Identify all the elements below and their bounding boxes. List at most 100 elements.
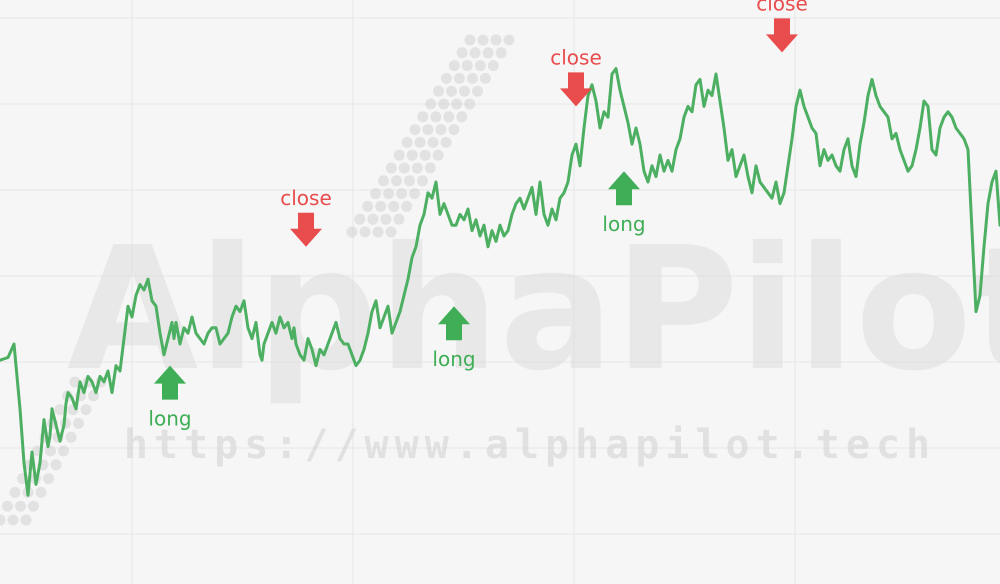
watermark-dot — [388, 200, 400, 212]
watermark-dot — [495, 47, 507, 59]
watermark-dot — [65, 431, 77, 443]
watermark-dot — [73, 417, 84, 429]
watermark-dot — [2, 500, 13, 512]
watermark-dot — [474, 60, 486, 72]
watermark-dot — [9, 486, 21, 498]
watermark-dot — [477, 34, 489, 46]
watermark-dot — [35, 486, 47, 498]
watermark-dot — [15, 500, 26, 512]
watermark-dot — [440, 72, 452, 84]
long-signal: long — [432, 306, 476, 371]
watermark-dot — [404, 175, 415, 187]
watermark-dot — [409, 188, 421, 200]
watermark-dot — [54, 404, 66, 416]
watermark-dot — [393, 213, 405, 225]
signal-markers: long close long close long close — [148, 0, 807, 431]
close-arrow-icon — [766, 18, 798, 53]
watermark-dot — [453, 72, 465, 84]
close-arrow-icon — [560, 72, 592, 107]
watermark-dot — [346, 226, 358, 238]
watermark-dot — [28, 500, 39, 512]
close-signal: close — [280, 186, 332, 247]
long-arrow-icon — [438, 306, 470, 341]
watermark-dot — [69, 376, 81, 388]
close-signal: close — [550, 45, 602, 107]
watermark-dot — [362, 200, 374, 212]
watermark-dot — [7, 514, 19, 526]
long-signal: long — [148, 365, 192, 431]
close-signal: close — [756, 0, 808, 53]
watermark-dot — [435, 124, 447, 136]
long-signal: long — [602, 171, 646, 236]
watermark-dot — [359, 226, 371, 238]
long-label: long — [432, 347, 475, 371]
watermark-dot — [419, 149, 431, 161]
watermark-dot — [433, 85, 444, 97]
watermark-dot — [430, 111, 442, 123]
watermark-dot — [425, 98, 437, 110]
watermark-dot — [385, 226, 397, 238]
watermark-dot — [43, 473, 54, 485]
watermark-brand: AlphaPilot — [67, 211, 1000, 409]
watermark-url: https://www.alphapilot.tech — [124, 422, 936, 468]
watermark-dot — [393, 149, 405, 161]
watermark-dot — [456, 47, 468, 59]
watermark-dot — [367, 213, 379, 225]
watermark-dot — [451, 98, 463, 110]
watermark-dot — [45, 445, 56, 457]
watermark-dot — [354, 213, 366, 225]
close-label: close — [280, 186, 332, 210]
watermark-dot — [375, 200, 387, 212]
watermark-dot — [490, 34, 502, 46]
watermark-dot — [391, 175, 402, 187]
watermark-dot — [411, 162, 423, 174]
watermark-dot — [459, 85, 470, 97]
watermark-dot — [456, 111, 468, 123]
watermark-dot — [378, 175, 389, 187]
long-label: long — [602, 212, 645, 236]
watermark-dot — [409, 124, 421, 136]
close-label: close — [550, 45, 602, 69]
close-arrow-icon — [290, 212, 322, 247]
watermark-dot — [487, 60, 499, 72]
watermark-dot — [385, 162, 397, 174]
watermark-dot — [417, 175, 428, 187]
watermark-dot — [58, 445, 69, 457]
watermark-dot — [432, 149, 444, 161]
watermark-dot — [424, 162, 436, 174]
watermark-dot — [20, 514, 32, 526]
watermark-dot — [417, 111, 429, 123]
watermark-dot — [443, 111, 455, 123]
price-series-line — [0, 67, 1000, 497]
watermark-dot — [80, 404, 92, 416]
watermark-dot — [414, 136, 426, 148]
watermark-dot — [466, 72, 478, 84]
watermark-dot — [448, 60, 460, 72]
long-label: long — [148, 407, 191, 431]
watermark-dot — [422, 124, 434, 136]
long-arrow-icon — [608, 171, 640, 206]
watermark-dot — [398, 162, 410, 174]
watermark-dot — [50, 459, 62, 471]
watermark-dot — [446, 85, 457, 97]
watermark-dot — [469, 47, 481, 59]
watermark-dot — [401, 136, 413, 148]
watermark-dot — [503, 34, 515, 46]
watermark-dot — [427, 136, 439, 148]
watermark-dot — [0, 514, 6, 526]
watermark-dot — [482, 47, 494, 59]
watermark-dot — [438, 98, 450, 110]
watermark-dot — [372, 226, 384, 238]
watermark-dot — [472, 85, 483, 97]
watermark-dot — [464, 98, 476, 110]
watermark-dot — [479, 72, 491, 84]
watermark-dot — [406, 149, 418, 161]
close-label: close — [756, 0, 808, 15]
watermark-dot — [464, 34, 476, 46]
watermark-dot — [401, 200, 413, 212]
watermark-dot — [383, 188, 395, 200]
watermark-dot — [396, 188, 408, 200]
